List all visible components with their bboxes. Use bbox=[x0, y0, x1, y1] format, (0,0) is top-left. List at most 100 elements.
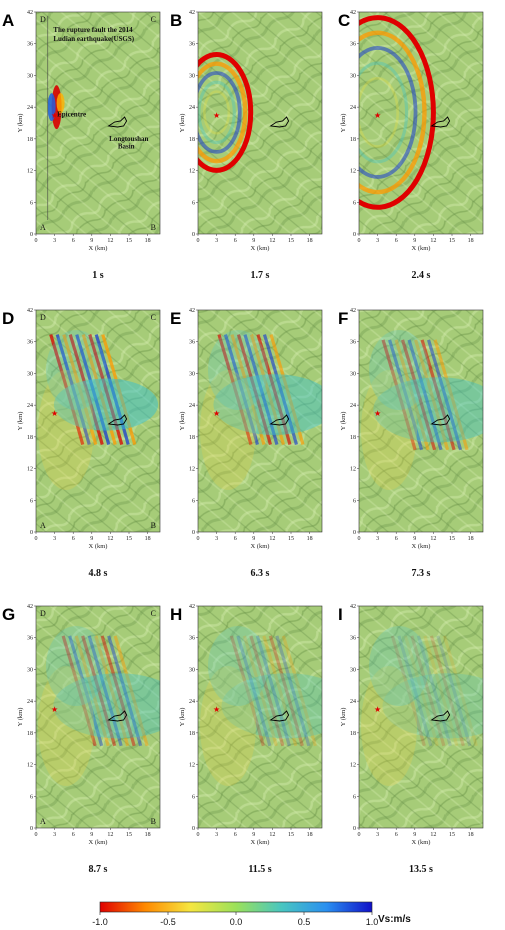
plot-frame bbox=[358, 309, 484, 533]
wavefield bbox=[359, 15, 436, 210]
wave-band bbox=[442, 635, 478, 747]
wave-ring bbox=[198, 71, 242, 154]
x-tick-label: 9 bbox=[90, 536, 93, 542]
x-tick-label: 12 bbox=[430, 238, 436, 244]
y-tick-label: 30 bbox=[189, 371, 195, 377]
y-tick-label: 18 bbox=[189, 435, 195, 441]
y-tick-label: 6 bbox=[192, 498, 195, 504]
x-tick-label: 3 bbox=[53, 238, 56, 244]
wavefield bbox=[200, 626, 322, 786]
x-tick-label: 6 bbox=[72, 536, 75, 542]
wave-band bbox=[433, 339, 469, 451]
x-tick-label: 0 bbox=[197, 832, 200, 838]
x-tick-label: 15 bbox=[288, 536, 294, 542]
wave-ring bbox=[359, 76, 399, 148]
wave-yellow-zone bbox=[200, 370, 256, 490]
fault-annotation-line2: Ludian earthquake(USGS) bbox=[53, 35, 134, 43]
epicentre-star: ★ bbox=[213, 111, 220, 120]
y-tick-label: 18 bbox=[350, 731, 356, 737]
wave-band bbox=[236, 334, 272, 446]
y-tick-label: 30 bbox=[189, 73, 195, 79]
panel-letter: A bbox=[2, 11, 14, 30]
basin-outline bbox=[269, 414, 290, 426]
y-tick-label: 12 bbox=[350, 467, 356, 473]
y-tick-label: 6 bbox=[353, 200, 356, 206]
panel-letter: E bbox=[170, 309, 181, 328]
wave-band bbox=[68, 635, 104, 747]
basin-outline bbox=[430, 116, 451, 128]
panel-letter: I bbox=[338, 605, 343, 624]
y-tick-label: 30 bbox=[350, 371, 356, 377]
wave-band bbox=[243, 334, 279, 446]
y-tick-label: 36 bbox=[27, 340, 33, 346]
y-tick-label: 12 bbox=[27, 763, 33, 769]
y-tick-label: 6 bbox=[353, 498, 356, 504]
y-tick-label: 42 bbox=[350, 604, 356, 610]
y-tick-label: 6 bbox=[192, 794, 195, 800]
wave-band bbox=[427, 339, 463, 451]
wave-band bbox=[249, 334, 285, 446]
x-tick-label: 3 bbox=[376, 238, 379, 244]
corner-label-top-left: D bbox=[40, 15, 46, 24]
y-tick-label: 12 bbox=[27, 169, 33, 175]
time-label: 6.3 s bbox=[251, 568, 270, 579]
colorbar-tick-label: -1.0 bbox=[92, 917, 108, 927]
y-tick-label: 0 bbox=[192, 232, 195, 238]
x-tick-label: 9 bbox=[90, 238, 93, 244]
wave-band bbox=[410, 635, 446, 747]
y-tick-label: 0 bbox=[353, 232, 356, 238]
wave-band bbox=[403, 635, 439, 747]
x-tick-label: 0 bbox=[35, 536, 38, 542]
y-tick-label: 42 bbox=[189, 604, 195, 610]
basin-annotation-line1: Longtoushan bbox=[109, 135, 148, 143]
wave-ring bbox=[359, 30, 427, 195]
wave-band bbox=[236, 635, 272, 747]
x-tick-label: 18 bbox=[468, 832, 474, 838]
y-tick-label: 6 bbox=[30, 794, 33, 800]
epicentre-star: ★ bbox=[374, 705, 381, 714]
wave-band bbox=[429, 635, 465, 747]
panel-letter: G bbox=[2, 605, 15, 624]
terrain-ridges bbox=[198, 606, 322, 828]
x-tick-label: 9 bbox=[413, 238, 416, 244]
time-label: 2.4 s bbox=[412, 270, 431, 281]
y-tick-label: 42 bbox=[189, 308, 195, 314]
y-tick-label: 18 bbox=[189, 731, 195, 737]
x-tick-label: 15 bbox=[449, 238, 455, 244]
y-tick-label: 36 bbox=[189, 636, 195, 642]
plot-frame bbox=[197, 11, 323, 235]
wave-cyan-zone-2 bbox=[46, 330, 106, 410]
wave-cyan-zone-2 bbox=[208, 626, 268, 706]
x-tick-label: 18 bbox=[145, 536, 151, 542]
corner-label-top-right: C bbox=[151, 15, 156, 24]
wave-band bbox=[381, 339, 417, 451]
wave-band bbox=[229, 635, 265, 747]
y-tick-label: 0 bbox=[30, 232, 33, 238]
x-tick-label: 9 bbox=[413, 536, 416, 542]
x-tick-label: 0 bbox=[197, 536, 200, 542]
wavefield bbox=[47, 85, 65, 130]
y-axis-label: Y (km) bbox=[340, 412, 347, 431]
wave-ring bbox=[198, 61, 248, 164]
wave-cyan-zone-2 bbox=[369, 626, 429, 706]
y-tick-label: 36 bbox=[27, 42, 33, 48]
wave-band bbox=[230, 334, 266, 446]
wavefield bbox=[38, 626, 160, 786]
corner-label-bottom-left: A bbox=[40, 223, 46, 232]
y-tick-label: 6 bbox=[353, 794, 356, 800]
wave-yellow-zone bbox=[38, 666, 94, 786]
basin-outline bbox=[430, 710, 451, 722]
wave-cyan-zone bbox=[382, 673, 483, 739]
x-axis-label: X (km) bbox=[251, 543, 270, 550]
plot-frame bbox=[35, 309, 161, 533]
epicentre-star: ★ bbox=[51, 705, 58, 714]
x-tick-label: 0 bbox=[35, 832, 38, 838]
y-tick-label: 30 bbox=[27, 667, 33, 673]
x-tick-label: 0 bbox=[35, 238, 38, 244]
wave-cyan-zone bbox=[53, 673, 160, 739]
terrain-ridges bbox=[359, 12, 483, 234]
x-tick-label: 0 bbox=[197, 238, 200, 244]
